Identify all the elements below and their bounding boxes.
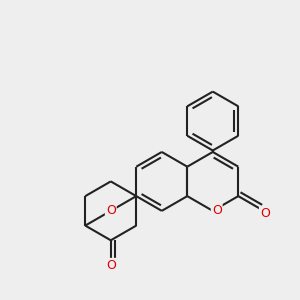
Text: O: O (106, 204, 116, 218)
Text: O: O (260, 207, 270, 220)
Text: O: O (106, 259, 116, 272)
Text: O: O (212, 204, 222, 218)
